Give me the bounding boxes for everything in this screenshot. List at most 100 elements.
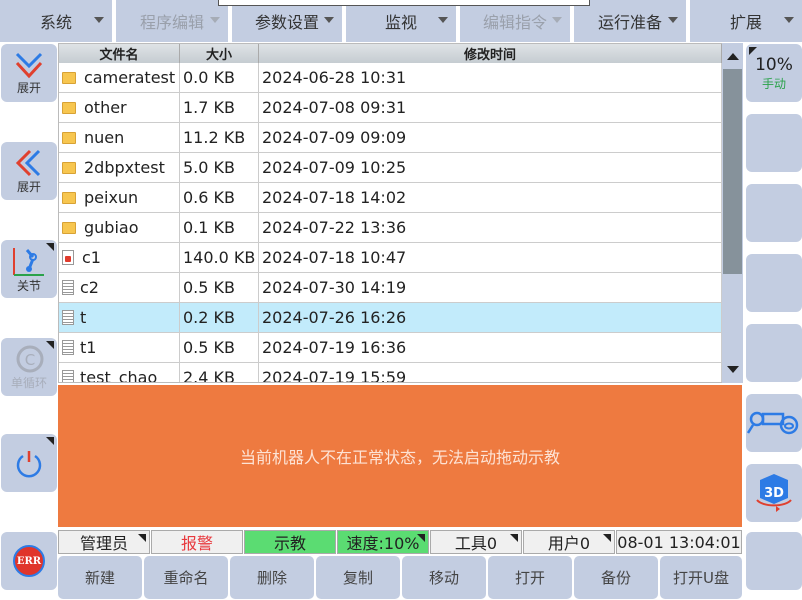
copy-button[interactable]: 复制 (316, 556, 400, 599)
cell-size: 5.0 KB (180, 153, 259, 182)
table-scrollbar[interactable] (722, 43, 743, 383)
status-userframe[interactable]: 用户0 (523, 530, 615, 554)
drag-teach-button[interactable] (746, 394, 802, 452)
menu-system[interactable]: 系统 (0, 0, 112, 42)
scroll-down-icon[interactable] (727, 366, 739, 373)
error-button[interactable]: ERR (1, 532, 57, 590)
dropdown-popup-edge (218, 0, 590, 6)
file-icon (62, 280, 74, 295)
svg-text:3D: 3D (764, 486, 784, 501)
right-button-empty-3[interactable] (746, 254, 802, 312)
cell-size: 0.5 KB (180, 333, 259, 362)
menu-monitor[interactable]: 监视 (346, 0, 456, 42)
status-tool[interactable]: 工具0 (430, 530, 522, 554)
header-filename[interactable]: 文件名 (59, 44, 180, 63)
scroll-up-icon[interactable] (727, 53, 739, 60)
dropdown-arrow-icon (438, 17, 448, 23)
filename-text: c2 (80, 278, 99, 297)
cell-size: 140.0 KB (180, 243, 259, 272)
menu-extend[interactable]: 扩展 (690, 0, 802, 42)
button-label: 关节 (16, 278, 41, 293)
cycle-icon: C (16, 345, 44, 372)
cell-modified: 2024-07-18 14:02 (259, 183, 722, 212)
expand-down-button[interactable]: 展开 (1, 44, 57, 102)
cell-size: 0.2 KB (180, 303, 259, 332)
header-size[interactable]: 大小 (180, 44, 259, 63)
expand-left-button[interactable]: 展开 (1, 142, 57, 200)
corner-marker-icon (510, 534, 518, 542)
table-row[interactable]: other 1.7 KB 2024-07-08 09:31 (59, 93, 722, 123)
menu-label: 监视 (384, 13, 417, 32)
cell-modified: 2024-07-26 16:26 (259, 303, 722, 332)
right-button-empty-2[interactable] (746, 184, 802, 242)
right-button-empty-1[interactable] (746, 114, 802, 172)
table-header: 文件名 大小 修改时间 (59, 44, 722, 63)
cell-filename: t1 (59, 333, 180, 362)
table-row[interactable]: t 0.2 KB 2024-07-26 16:26 (59, 303, 722, 333)
right-button-empty-5[interactable] (746, 532, 802, 590)
cell-filename: cameratest (59, 63, 180, 92)
table-row[interactable]: nuen 11.2 KB 2024-07-09 09:09 (59, 123, 722, 153)
filename-text: gubiao (84, 218, 139, 237)
folder-icon (62, 191, 76, 204)
table-row[interactable]: 2dbpxtest 5.0 KB 2024-07-09 10:25 (59, 153, 722, 183)
cell-modified: 2024-07-22 13:36 (259, 213, 722, 242)
dropdown-arrow-icon (668, 17, 678, 23)
cell-size: 0.6 KB (180, 183, 259, 212)
table-row[interactable]: c2 0.5 KB 2024-07-30 14:19 (59, 273, 722, 303)
folder-icon (62, 161, 76, 174)
table-row[interactable]: test_chao 2.4 KB 2024-07-19 15:59 (59, 363, 722, 382)
move-button[interactable]: 移动 (402, 556, 486, 599)
open-usb-button[interactable]: 打开U盘 (660, 556, 742, 599)
filename-text: c1 (82, 248, 101, 267)
filename-text: peixun (84, 188, 139, 207)
menu-program-edit[interactable]: 程序编辑 (116, 0, 228, 42)
table-row[interactable]: t1 0.5 KB 2024-07-19 16:36 (59, 333, 722, 363)
corner-marker-icon (417, 534, 425, 542)
header-modified[interactable]: 修改时间 (259, 44, 722, 63)
joint-mode-button[interactable]: 关节 (1, 240, 57, 298)
new-button[interactable]: 新建 (58, 556, 142, 599)
dropdown-arrow-icon (210, 17, 220, 23)
status-mode[interactable]: 示教 (244, 530, 336, 554)
power-button[interactable] (1, 434, 57, 492)
folder-icon (62, 101, 76, 114)
open-button[interactable]: 打开 (488, 556, 572, 599)
status-datetime: 08-01 13:04:01 (616, 530, 742, 554)
backup-button[interactable]: 备份 (574, 556, 658, 599)
table-row[interactable]: c1 140.0 KB 2024-07-18 10:47 (59, 243, 722, 273)
table-row[interactable]: cameratest 0.0 KB 2024-06-28 10:31 (59, 63, 722, 93)
cell-size: 0.1 KB (180, 213, 259, 242)
status-text: 管理员 (79, 534, 128, 553)
single-cycle-button[interactable]: C 单循环 (1, 338, 57, 396)
cell-size: 0.5 KB (180, 273, 259, 302)
status-alarm[interactable]: 报警 (151, 530, 243, 554)
filename-text: t1 (80, 338, 97, 357)
svg-text:C: C (25, 351, 35, 369)
status-speed[interactable]: 速度:10% (337, 530, 429, 554)
cell-filename: 2dbpxtest (59, 153, 180, 182)
cell-modified: 2024-07-30 14:19 (259, 273, 722, 302)
status-user[interactable]: 管理员 (58, 530, 150, 554)
button-label: 展开 (16, 179, 41, 194)
3d-view-button[interactable]: 3D (746, 464, 802, 522)
menu-run-prep[interactable]: 运行准备 (574, 0, 686, 42)
menu-edit-instruction[interactable]: 编辑指令 (460, 0, 570, 42)
corner-marker-icon (46, 243, 54, 251)
table-row[interactable]: peixun 0.6 KB 2024-07-18 14:02 (59, 183, 722, 213)
corner-marker-icon (138, 534, 146, 542)
status-text: 08-01 13:04:01 (617, 532, 741, 552)
scroll-thumb[interactable] (723, 69, 742, 274)
delete-button[interactable]: 删除 (230, 556, 314, 599)
folder-icon (62, 221, 76, 234)
rename-button[interactable]: 重命名 (144, 556, 228, 599)
right-button-empty-4[interactable] (746, 324, 802, 382)
hand-drag-robot-icon (747, 411, 799, 435)
button-label: 单循环 (10, 375, 47, 390)
speed-mode-button[interactable]: 10% 手动 (746, 44, 802, 102)
table-row[interactable]: gubiao 0.1 KB 2024-07-22 13:36 (59, 213, 722, 243)
menu-params[interactable]: 参数设置 (232, 0, 342, 42)
menu-label: 系统 (39, 13, 72, 32)
folder-icon (62, 71, 76, 84)
3d-cube-icon: 3D (756, 474, 792, 512)
